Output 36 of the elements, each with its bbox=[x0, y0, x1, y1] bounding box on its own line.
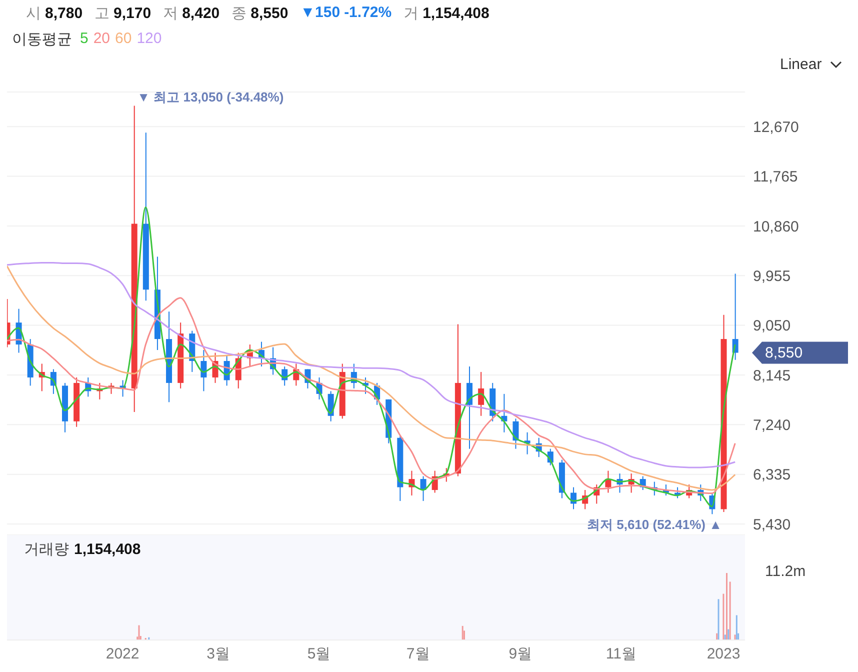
y-tick-label: 7,240 bbox=[753, 416, 791, 434]
text: 종 8,550 bbox=[232, 5, 288, 22]
y-tick-label: 9,050 bbox=[753, 318, 791, 335]
text: Linear bbox=[780, 56, 822, 73]
y-tick-label: 10,860 bbox=[753, 218, 799, 236]
x-tick-label: 2022 bbox=[106, 646, 140, 663]
x-tick-label: 5월 bbox=[307, 646, 331, 663]
y-tick-label: 5,430 bbox=[753, 516, 791, 534]
annotation: 최저 5,610 (52.41%) ▲ bbox=[586, 517, 722, 532]
line-series bbox=[7, 297, 736, 494]
y-tick-label: 11,765 bbox=[753, 168, 798, 186]
x-tick-label: 2023 bbox=[706, 646, 740, 663]
text: 5 bbox=[80, 30, 88, 49]
y-tick-label: 12,670 bbox=[753, 118, 799, 136]
text: 20 bbox=[93, 30, 110, 49]
y-tick-label: 8,145 bbox=[753, 367, 791, 384]
y-tick-label: 9,955 bbox=[753, 268, 791, 285]
candlestick bbox=[478, 371, 484, 416]
x-tick-label: 11월 bbox=[606, 646, 636, 663]
text: 시 8,780 bbox=[26, 5, 83, 22]
text: 60 bbox=[115, 30, 132, 49]
x-tick-label: 9월 bbox=[508, 646, 532, 663]
text: ▼150 -1.72% bbox=[300, 4, 392, 21]
text: 거 1,154,408 bbox=[404, 5, 490, 22]
y-tick-label: 6,335 bbox=[753, 466, 791, 484]
text: 고 9,170 bbox=[94, 5, 152, 22]
annotation: 8,550 bbox=[765, 344, 803, 362]
x-tick-label: 3월 bbox=[206, 646, 230, 663]
text: 120 bbox=[136, 30, 162, 49]
text: 저 8,420 bbox=[163, 5, 220, 22]
candlestick bbox=[466, 366, 473, 450]
annotation: ▼ 최고 13,050 (-34.48%) bbox=[137, 90, 284, 105]
chart-title: 거래량 1,154,408 bbox=[24, 541, 141, 558]
text: 11.2m bbox=[765, 563, 806, 580]
legend-title: 이동평균 bbox=[12, 30, 72, 49]
x-tick-label: 7월 bbox=[406, 646, 430, 663]
